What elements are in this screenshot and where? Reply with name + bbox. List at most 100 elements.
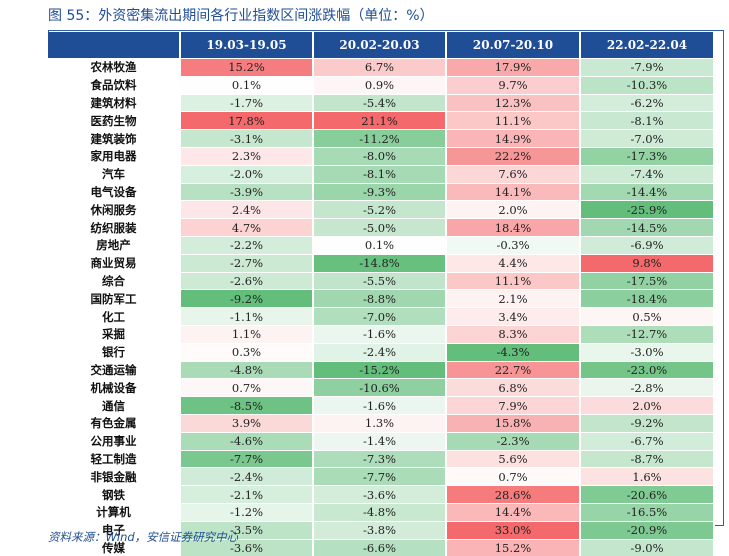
return-cell: 9.7% [446, 76, 580, 94]
table-row: 建筑材料-1.7%-5.4%12.3%-6.2% [48, 94, 714, 112]
return-cell: 11.1% [446, 272, 580, 290]
return-cell: -8.1% [313, 165, 446, 183]
return-cell: -17.3% [580, 147, 714, 165]
returns-table: 19.03-19.05 20.02-20.03 20.07-20.10 22.0… [48, 32, 715, 556]
table-row: 汽车-2.0%-8.1%7.6%-7.4% [48, 165, 714, 183]
industry-name: 综合 [48, 272, 180, 290]
return-cell: 6.8% [446, 379, 580, 397]
industry-name: 有色金属 [48, 414, 180, 432]
return-cell: -7.4% [580, 165, 714, 183]
return-cell: 0.1% [313, 236, 446, 254]
return-cell: -2.2% [180, 236, 313, 254]
return-cell: -20.6% [580, 486, 714, 504]
figure-title: 图 55：外资密集流出期间各行业指数区间涨跌幅（单位：%） [48, 4, 434, 28]
return-cell: -3.6% [313, 486, 446, 504]
return-cell: -2.4% [180, 468, 313, 486]
return-cell: -3.0% [580, 343, 714, 361]
header-period-4: 22.02-22.04 [580, 32, 714, 59]
return-cell: -5.5% [313, 272, 446, 290]
return-cell: 2.1% [446, 290, 580, 308]
return-cell: 0.1% [180, 76, 313, 94]
return-cell: 3.4% [446, 308, 580, 326]
header-industry [48, 32, 180, 59]
return-cell: -2.3% [446, 432, 580, 450]
return-cell: -1.6% [313, 325, 446, 343]
return-cell: 7.6% [446, 165, 580, 183]
return-cell: 14.1% [446, 183, 580, 201]
table-row: 轻工制造-7.7%-7.3%5.6%-8.7% [48, 450, 714, 468]
return-cell: -8.7% [580, 450, 714, 468]
return-cell: -5.4% [313, 94, 446, 112]
return-cell: -6.2% [580, 94, 714, 112]
return-cell: 8.3% [446, 325, 580, 343]
return-cell: 22.2% [446, 147, 580, 165]
return-cell: 3.9% [180, 414, 313, 432]
return-cell: -16.5% [580, 503, 714, 521]
return-cell: 17.9% [446, 59, 580, 77]
table-row: 计算机-1.2%-4.8%14.4%-16.5% [48, 503, 714, 521]
return-cell: -14.4% [580, 183, 714, 201]
return-cell: -14.5% [580, 219, 714, 237]
return-cell: -14.8% [313, 254, 446, 272]
return-cell: 2.3% [180, 147, 313, 165]
return-cell: 28.6% [446, 486, 580, 504]
return-cell: 33.0% [446, 521, 580, 539]
return-cell: 7.9% [446, 397, 580, 415]
return-cell: -15.2% [313, 361, 446, 379]
return-cell: -8.1% [580, 112, 714, 130]
return-cell: -2.7% [180, 254, 313, 272]
return-cell: -4.3% [446, 343, 580, 361]
return-cell: -7.0% [580, 130, 714, 148]
industry-name: 钢铁 [48, 486, 180, 504]
return-cell: 0.7% [446, 468, 580, 486]
return-cell: 0.9% [313, 76, 446, 94]
return-cell: -8.8% [313, 290, 446, 308]
return-cell: -25.9% [580, 201, 714, 219]
return-cell: -3.8% [313, 521, 446, 539]
return-cell: 22.7% [446, 361, 580, 379]
return-cell: -5.0% [313, 219, 446, 237]
return-cell: 18.4% [446, 219, 580, 237]
industry-name: 机械设备 [48, 379, 180, 397]
table-row: 非银金融-2.4%-7.7%0.7%1.6% [48, 468, 714, 486]
industry-name: 国防军工 [48, 290, 180, 308]
industry-name: 建筑材料 [48, 94, 180, 112]
return-cell: -5.2% [313, 201, 446, 219]
return-cell: 1.1% [180, 325, 313, 343]
header-period-2: 20.02-20.03 [313, 32, 446, 59]
return-cell: -17.5% [580, 272, 714, 290]
industry-name: 轻工制造 [48, 450, 180, 468]
return-cell: -6.6% [313, 539, 446, 556]
return-cell: -11.2% [313, 130, 446, 148]
table-row: 综合-2.6%-5.5%11.1%-17.5% [48, 272, 714, 290]
return-cell: 2.0% [446, 201, 580, 219]
return-cell: -8.5% [180, 397, 313, 415]
table-row: 化工-1.1%-7.0%3.4%0.5% [48, 308, 714, 326]
header-period-3: 20.07-20.10 [446, 32, 580, 59]
return-cell: -9.0% [580, 539, 714, 556]
return-cell: -7.9% [580, 59, 714, 77]
return-cell: 21.1% [313, 112, 446, 130]
industry-name: 农林牧渔 [48, 59, 180, 77]
industry-name: 公用事业 [48, 432, 180, 450]
header-row: 19.03-19.05 20.02-20.03 20.07-20.10 22.0… [48, 32, 714, 59]
return-cell: 5.6% [446, 450, 580, 468]
table-row: 公用事业-4.6%-1.4%-2.3%-6.7% [48, 432, 714, 450]
return-cell: 15.2% [446, 539, 580, 556]
return-cell: -18.4% [580, 290, 714, 308]
return-cell: 1.6% [580, 468, 714, 486]
industry-name: 银行 [48, 343, 180, 361]
return-cell: 2.0% [580, 397, 714, 415]
return-cell: -1.2% [180, 503, 313, 521]
industry-name: 汽车 [48, 165, 180, 183]
return-cell: -2.8% [580, 379, 714, 397]
return-cell: -9.2% [180, 290, 313, 308]
return-cell: 14.4% [446, 503, 580, 521]
industry-name: 采掘 [48, 325, 180, 343]
